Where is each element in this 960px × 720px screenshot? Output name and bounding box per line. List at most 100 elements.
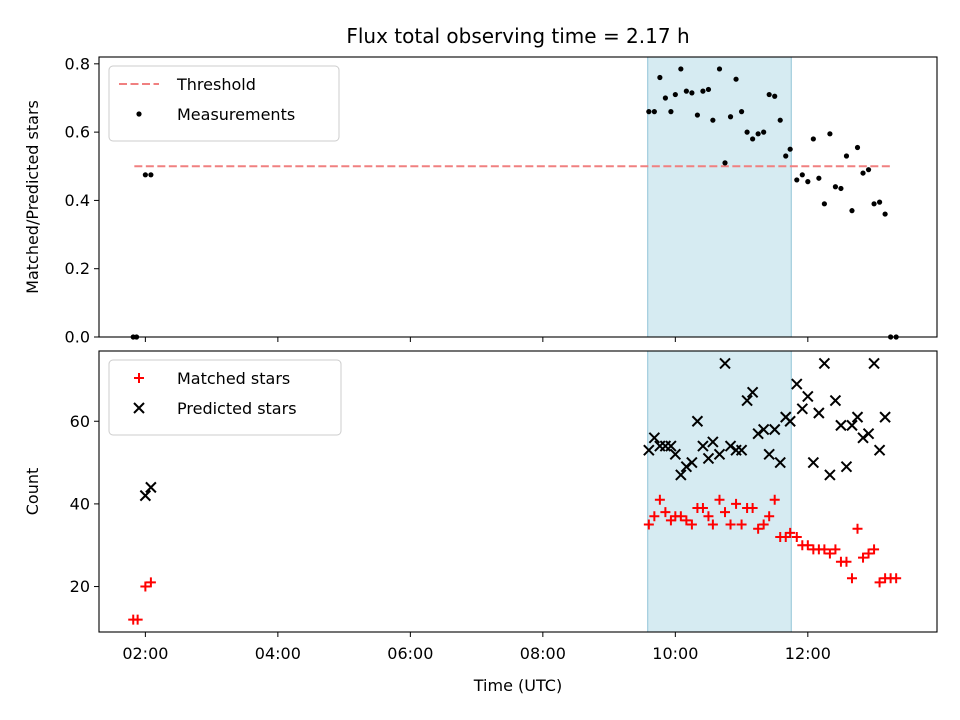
series-predicted-stars: [139, 357, 891, 502]
legend-label: Threshold: [176, 75, 256, 94]
data-point: [777, 117, 783, 123]
data-point: [858, 552, 869, 563]
y-tick-label: 0.8: [65, 54, 90, 73]
data-point: [651, 109, 657, 115]
data-point: [819, 544, 830, 555]
data-point: [700, 88, 706, 94]
y-tick-label: 40: [70, 494, 90, 513]
data-point: [766, 91, 772, 98]
data-point: [722, 160, 728, 166]
x-axis-title: Time (UTC): [473, 676, 562, 695]
shaded-interval: [647, 56, 792, 338]
x-tick-label: 04:00: [255, 644, 301, 663]
data-point: [747, 503, 758, 514]
data-point: [145, 577, 156, 588]
data-point: [761, 129, 767, 135]
data-point: [707, 436, 719, 448]
data-point: [764, 511, 775, 522]
series-measurements: [130, 66, 899, 340]
data-point: [744, 129, 750, 135]
data-point: [869, 544, 880, 555]
data-point: [702, 452, 715, 465]
data-point: [791, 531, 802, 542]
data-point: [794, 177, 800, 183]
data-point: [132, 614, 143, 625]
data-point: [654, 494, 665, 505]
data-point: [840, 460, 853, 473]
legend-label: Measurements: [177, 105, 295, 124]
data-point: [871, 201, 877, 207]
data-point: [720, 507, 731, 518]
data-point: [686, 456, 698, 469]
data-point: [824, 469, 836, 481]
data-point: [807, 456, 820, 469]
data-point: [741, 394, 753, 407]
y-tick-label: 0.6: [65, 123, 90, 142]
data-point: [713, 448, 726, 461]
y-tick-label: 0.0: [65, 328, 90, 347]
data-point: [660, 507, 671, 518]
data-point: [646, 109, 652, 115]
data-point: [785, 527, 796, 538]
data-point: [689, 90, 695, 96]
data-point: [750, 136, 756, 142]
data-point: [824, 548, 835, 559]
data-point: [649, 511, 660, 522]
data-point: [716, 66, 723, 72]
data-point: [846, 573, 857, 584]
data-point: [145, 481, 157, 494]
data-point: [648, 432, 661, 444]
legend: Threshold Measurements: [108, 65, 340, 142]
axes-frame: [98, 350, 938, 633]
x-tick-label: 12:00: [785, 644, 831, 663]
count-panel: 20 40 60 02:00 04:00 06:00 08:00 10:00 12:00 Coun…: [23, 350, 938, 663]
shaded-interval: [647, 350, 792, 633]
data-point: [657, 74, 663, 81]
data-point: [727, 114, 734, 120]
data-point: [802, 540, 813, 551]
data-point: [678, 66, 684, 72]
data-point: [746, 386, 759, 399]
data-point: [832, 184, 839, 190]
data-point: [142, 172, 148, 178]
data-point: [874, 577, 885, 588]
data-point: [783, 153, 789, 159]
data-point: [841, 556, 852, 567]
data-point: [787, 146, 793, 152]
legend-label: Matched stars: [177, 369, 290, 388]
data-point: [714, 494, 725, 505]
data-point: [672, 91, 678, 98]
data-point: [768, 423, 781, 436]
data-point: [879, 411, 891, 423]
data-point: [140, 581, 151, 592]
legend: Matched stars Predicted stars: [108, 359, 342, 436]
data-point: [891, 573, 902, 584]
data-point: [843, 153, 850, 159]
x-tick-label: 06:00: [387, 644, 433, 663]
axes-frame: [98, 56, 938, 338]
x-tick-label: 08:00: [520, 644, 566, 663]
data-point: [725, 519, 736, 530]
data-point: [860, 170, 866, 176]
data-point: [805, 179, 811, 185]
data-point: [849, 208, 855, 214]
data-point: [755, 131, 761, 137]
data-point: [851, 411, 864, 423]
data-point: [769, 494, 780, 505]
legend-label: Predicted stars: [177, 399, 297, 418]
legend-marker: [136, 111, 142, 117]
data-point: [703, 511, 714, 522]
data-point: [710, 117, 716, 123]
data-point: [697, 503, 708, 514]
legend-frame: [108, 65, 340, 142]
data-point: [736, 519, 747, 530]
data-point: [791, 378, 803, 390]
data-point: [694, 112, 701, 118]
data-point: [731, 498, 742, 509]
data-point: [697, 440, 709, 452]
data-point: [643, 444, 655, 456]
data-point: [733, 76, 739, 82]
data-point: [662, 95, 668, 101]
ratio-panel: 0.0 0.2 0.4 0.6 0.8 Matched/Predicted stars Th…: [23, 54, 938, 347]
